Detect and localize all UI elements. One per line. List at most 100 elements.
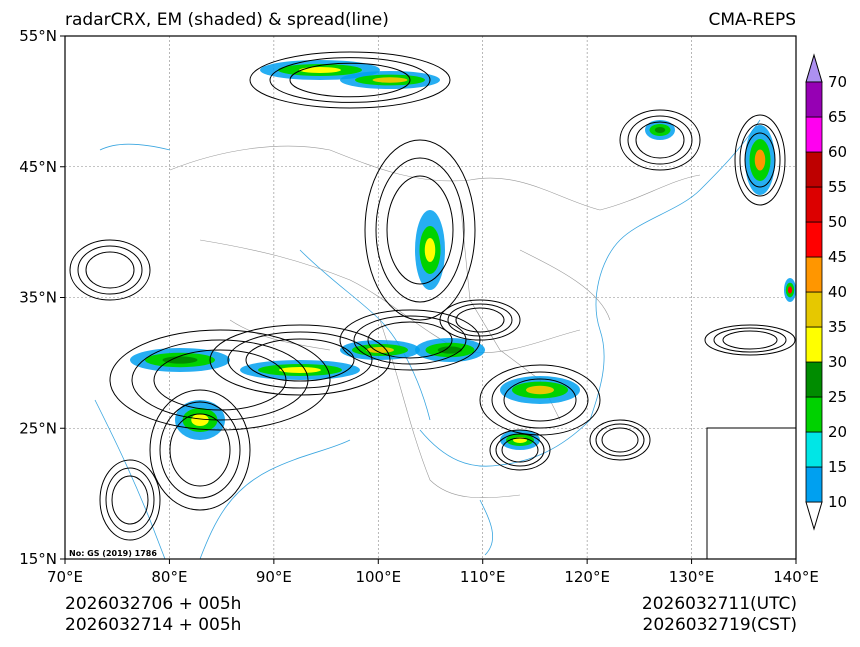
spread-contour <box>105 467 155 533</box>
reflectivity-core <box>787 286 793 294</box>
colorbar-segment <box>805 256 823 293</box>
reflectivity-core <box>526 385 554 395</box>
spread-contour <box>289 62 411 98</box>
colorbar-segment <box>805 361 823 398</box>
plot-title: radarCRX, EM (shaded) & spread(line) <box>65 10 389 30</box>
spread-contour <box>159 401 241 499</box>
reflectivity-core <box>162 356 198 364</box>
spread-contour <box>739 123 781 197</box>
colorbar-segment <box>805 291 823 328</box>
spread-contour <box>734 114 786 206</box>
colorbar-segment <box>805 466 823 503</box>
colorbar-label: 60 <box>828 143 847 161</box>
lat-tick-label: 15°N <box>19 550 57 568</box>
spread-contour <box>503 378 577 422</box>
coastlines-rivers <box>94 119 761 560</box>
colorbar-label: 40 <box>828 283 847 301</box>
spread-contour <box>386 175 454 285</box>
reflectivity-core <box>437 346 463 354</box>
spread-contour <box>85 251 135 289</box>
reflectivity-core <box>654 127 666 133</box>
spread-contour <box>364 139 476 321</box>
colorbar-label: 50 <box>828 213 847 231</box>
lat-tick-label: 25°N <box>19 419 57 437</box>
colorbar-label: 35 <box>828 318 847 336</box>
lon-tick-label: 80°E <box>151 568 187 586</box>
lat-tick-label: 45°N <box>19 158 57 176</box>
init-time-cst: 2026032714 + 005h <box>65 615 242 635</box>
colorbar-segment <box>805 81 823 118</box>
spread-contour <box>69 239 151 301</box>
spread-contour <box>99 459 161 541</box>
spread-contour <box>744 132 776 188</box>
reflectivity-core <box>279 367 321 373</box>
spread-contour <box>375 157 465 303</box>
colorbar-label: 55 <box>828 178 847 196</box>
colorbar-label: 65 <box>828 108 847 126</box>
spread-contour <box>713 327 787 353</box>
lat-tick-label: 35°N <box>19 289 57 307</box>
spread-contour <box>149 389 251 511</box>
reflectivity-core <box>191 414 209 426</box>
spread-contour <box>495 433 545 467</box>
radar-reflectivity-shading <box>130 60 796 450</box>
spread-contour <box>269 57 431 103</box>
colorbar-segment <box>805 221 823 258</box>
spread-contour <box>131 339 309 421</box>
colorbar-label: 20 <box>828 423 847 441</box>
colorbar-label: 10 <box>828 493 847 511</box>
spread-contour <box>491 371 589 429</box>
spread-contour <box>601 427 639 453</box>
spread-contour <box>635 121 685 159</box>
init-time-utc: 2026032706 + 005h <box>65 594 242 614</box>
spread-contour <box>169 413 231 487</box>
colorbar-over-arrow <box>805 53 823 83</box>
reflectivity-core <box>754 149 766 171</box>
spread-contour <box>447 303 513 337</box>
colorbar-label: 30 <box>828 353 847 371</box>
colorbar-label: 45 <box>828 248 847 266</box>
lon-tick-label: 110°E <box>460 568 506 586</box>
spread-contour <box>455 307 505 333</box>
valid-time-cst: 2026032719(CST) <box>642 615 797 635</box>
lat-tick-label: 55°N <box>19 27 57 45</box>
colorbar-under-arrow <box>805 501 823 531</box>
spread-contour <box>595 423 645 457</box>
spread-contour <box>704 324 796 356</box>
lon-tick-label: 70°E <box>47 568 83 586</box>
model-name: CMA-REPS <box>708 10 796 30</box>
colorbar-segment <box>805 186 823 223</box>
lon-tick-label: 140°E <box>773 568 819 586</box>
spread-contour <box>722 330 778 350</box>
colorbar-segment <box>805 326 823 363</box>
lon-tick-label: 90°E <box>256 568 292 586</box>
colorbar: 10 15 20 25 30 35 40 45 50 55 60 65 70 <box>805 53 847 531</box>
colorbar-label: 70 <box>828 73 847 91</box>
colorbar-segment <box>805 151 823 188</box>
colorbar-segment <box>805 116 823 153</box>
spread-contour <box>111 475 149 525</box>
spread-contour <box>353 315 467 365</box>
axis-ticks: 70°E 80°E 90°E 100°E 110°E 120°E 130°E 140°E 55°… <box>19 27 819 586</box>
spread-contour <box>77 245 143 295</box>
spread-contour <box>501 437 539 463</box>
reflectivity-core <box>372 77 408 83</box>
spread-contour <box>439 299 521 341</box>
valid-time-utc: 2026032711(UTC) <box>641 594 797 614</box>
lon-tick-label: 130°E <box>669 568 715 586</box>
spread-contour <box>619 109 701 171</box>
reflectivity-core <box>424 238 436 262</box>
colorbar-label: 25 <box>828 388 847 406</box>
spread-contours <box>69 51 796 541</box>
spread-contour <box>209 324 391 396</box>
map-approval-number: No: GS (2019) 1786 <box>69 549 157 558</box>
lon-tick-label: 120°E <box>564 568 610 586</box>
reflectivity-core <box>299 67 341 73</box>
colorbar-segment <box>805 431 823 468</box>
spread-contour <box>109 329 331 431</box>
spread-contour <box>249 51 451 109</box>
colorbar-segment <box>805 396 823 433</box>
south-china-sea-inset <box>706 427 797 560</box>
colorbar-label: 15 <box>828 458 847 476</box>
